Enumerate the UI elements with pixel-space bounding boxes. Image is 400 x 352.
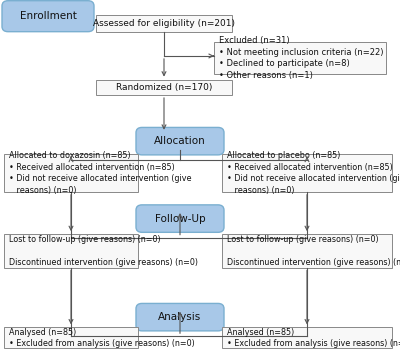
Bar <box>222 327 392 348</box>
FancyBboxPatch shape <box>136 303 224 331</box>
Text: Excluded (n=31)
• Not meeting inclusion criteria (n=22)
• Declined to participat: Excluded (n=31) • Not meeting inclusion … <box>219 36 383 80</box>
FancyBboxPatch shape <box>136 205 224 232</box>
Bar <box>4 327 138 348</box>
Text: Enrollment: Enrollment <box>20 11 76 21</box>
FancyBboxPatch shape <box>136 127 224 155</box>
Text: Allocated to placebo (n=85)
• Received allocated intervention (n=85)
• Did not r: Allocated to placebo (n=85) • Received a… <box>227 151 400 195</box>
Bar <box>96 80 232 95</box>
Text: Allocation: Allocation <box>154 136 206 146</box>
Text: Analysis: Analysis <box>158 312 202 322</box>
Bar <box>96 15 232 32</box>
Bar <box>222 154 392 192</box>
Text: Lost to follow-up (give reasons) (n=0)

Discontinued intervention (give reasons): Lost to follow-up (give reasons) (n=0) D… <box>9 235 198 267</box>
Text: Allocated to doxazosin (n=85)
• Received allocated intervention (n=85)
• Did not: Allocated to doxazosin (n=85) • Received… <box>9 151 191 195</box>
Text: Analysed (n=85)
• Excluded from analysis (give reasons) (n=0): Analysed (n=85) • Excluded from analysis… <box>227 328 400 348</box>
FancyBboxPatch shape <box>2 1 94 32</box>
Text: Follow-Up: Follow-Up <box>155 214 205 224</box>
Text: Randomized (n=170): Randomized (n=170) <box>116 83 212 92</box>
Bar <box>214 42 386 74</box>
Text: Analysed (n=85)
• Excluded from analysis (give reasons) (n=0): Analysed (n=85) • Excluded from analysis… <box>9 328 194 348</box>
Bar <box>222 234 392 268</box>
Bar <box>4 234 138 268</box>
Text: Lost to follow-up (give reasons) (n=0)

Discontinued intervention (give reasons): Lost to follow-up (give reasons) (n=0) D… <box>227 235 400 267</box>
Bar <box>4 154 138 192</box>
Text: Assessed for eligibility (n=201): Assessed for eligibility (n=201) <box>93 19 235 29</box>
